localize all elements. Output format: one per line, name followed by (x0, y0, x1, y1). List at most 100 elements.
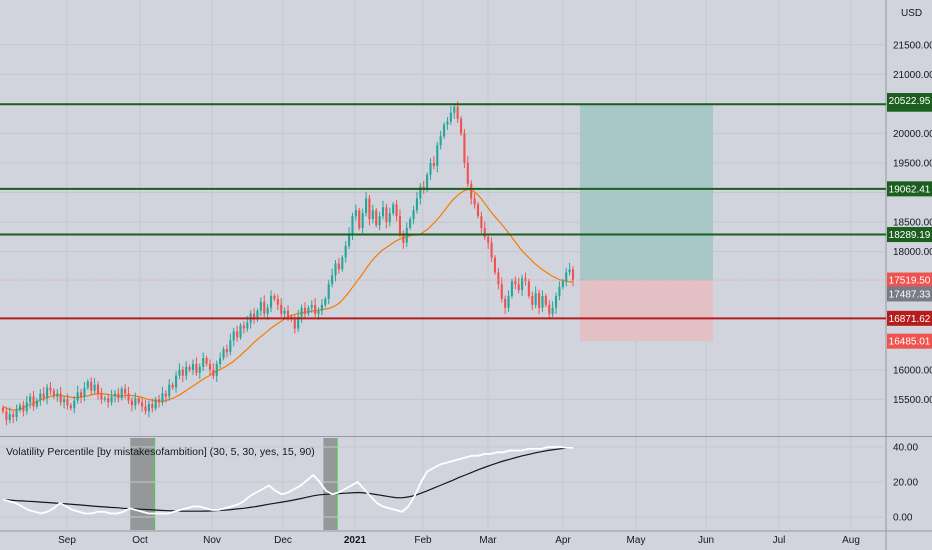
candle-body (554, 295, 558, 308)
candle-body (470, 183, 473, 199)
candle-body (269, 295, 273, 308)
candle-body (381, 207, 385, 217)
candle-body (195, 363, 198, 373)
candle-body (127, 393, 130, 401)
candle-body (5, 411, 8, 421)
level-tag[interactable] (887, 227, 932, 243)
indicator-title[interactable]: Volatility Percentile [by mistakesofambi… (6, 446, 315, 458)
candle-body (39, 393, 42, 401)
candle-body (141, 402, 144, 407)
loss-zone[interactable] (580, 280, 713, 342)
vol-y-tick-label: 40.00 (893, 443, 918, 454)
candle-body (86, 381, 89, 388)
candle-body (348, 233, 351, 246)
price-axis[interactable]: 21500.0021000.0020500.0020000.0019500.00… (887, 40, 932, 524)
candle-body (280, 304, 283, 314)
candle-body (449, 112, 452, 122)
candle-body (25, 402, 28, 412)
candle-body (96, 384, 100, 394)
candle-body (219, 358, 222, 364)
candle-body (147, 404, 150, 412)
candle-body (83, 387, 86, 398)
price-tag-high[interactable] (887, 93, 932, 109)
candle-body (473, 198, 476, 205)
level-tag[interactable] (887, 181, 932, 197)
y-tick-label: 15500.00 (893, 395, 932, 406)
candle-body (229, 340, 232, 353)
candle-body (358, 210, 361, 228)
price-tag-ema[interactable] (887, 286, 932, 302)
candle-body (497, 272, 500, 285)
candle-body (191, 363, 195, 370)
price-tag-label: 16485.01 (889, 337, 931, 348)
candle-body (42, 393, 45, 399)
candle-body (453, 106, 456, 113)
candle-body (107, 398, 110, 403)
candlestick-series (1, 101, 575, 426)
vol-y-tick-label: 0.00 (893, 513, 913, 524)
level-tag[interactable] (887, 310, 932, 326)
candle-body (283, 310, 286, 314)
candle-body (371, 210, 374, 220)
candle-body (378, 216, 381, 226)
candle-body (463, 133, 466, 163)
candle-body (459, 118, 463, 134)
candle-body (154, 399, 157, 409)
candle-body (73, 400, 76, 409)
candle-body (286, 310, 290, 317)
candle-body (253, 313, 256, 320)
candle-body (144, 406, 147, 412)
candle-body (113, 393, 117, 397)
candle-body (29, 396, 32, 403)
candle-body (242, 325, 245, 329)
candle-body (443, 124, 446, 137)
candle-body (466, 162, 469, 184)
candle-body (100, 393, 103, 400)
candle-body (538, 293, 541, 308)
x-tick-label: Aug (842, 535, 860, 546)
candle-body (137, 398, 140, 403)
candle-body (103, 398, 106, 400)
candle-body (22, 405, 25, 412)
time-axis[interactable]: Sep Oct Nov Dec 2021 Feb Mar Apr May Jun Jul Aug (58, 535, 860, 546)
candle-body (385, 207, 388, 223)
candle-body (259, 301, 262, 311)
candle-body (310, 304, 313, 308)
x-tick-label: 2021 (344, 535, 367, 546)
candle-body (388, 213, 391, 223)
horizontal-levels[interactable] (0, 103, 886, 320)
candle-body (334, 263, 337, 276)
y-tick-label: 21500.00 (893, 40, 932, 51)
candle-body (490, 242, 493, 258)
candle-body (246, 322, 249, 329)
candle-body (76, 392, 79, 401)
candle-body (174, 375, 178, 388)
candle-body (531, 295, 534, 305)
candle-body (130, 400, 133, 406)
profit-zone[interactable] (580, 104, 713, 281)
candle-body (32, 396, 35, 407)
candle-body (297, 316, 300, 329)
candle-body (521, 278, 524, 291)
candle-body (15, 410, 18, 418)
candle-body (419, 186, 422, 199)
candle-body (93, 384, 96, 391)
price-tag-stop[interactable] (887, 333, 932, 349)
x-tick-label: Apr (555, 535, 571, 546)
y-tick-label: 18500.00 (893, 218, 932, 229)
candle-body (110, 396, 113, 403)
candle-body (544, 295, 547, 305)
candle-body (456, 106, 459, 119)
candle-body (527, 281, 530, 296)
candle-body (134, 398, 137, 406)
candle-body (493, 257, 497, 273)
position-zones[interactable] (580, 104, 713, 342)
candle-body (426, 174, 429, 190)
candle-body (266, 307, 269, 314)
price-tag-label: 20522.95 (889, 96, 931, 107)
y-tick-label: 20000.00 (893, 129, 932, 140)
candle-body (215, 363, 218, 376)
candle-body (415, 198, 418, 211)
candle-body (63, 399, 66, 403)
